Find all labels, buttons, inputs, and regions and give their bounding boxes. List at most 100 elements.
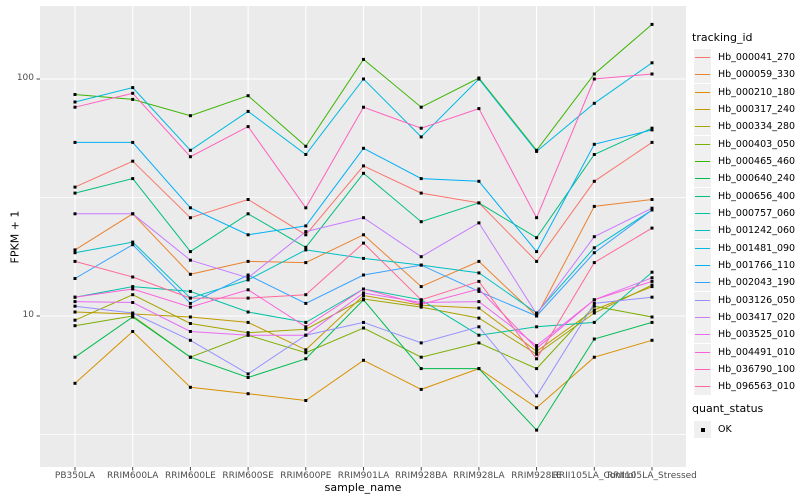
- legend-label: Hb_000334_280: [718, 121, 796, 133]
- legend-item-Hb_003417_020: Hb_003417_020: [694, 309, 796, 327]
- legend-key-swatch: [694, 48, 711, 66]
- data-point: [592, 251, 596, 255]
- legend-line-icon: [695, 369, 710, 371]
- data-point: [73, 248, 77, 252]
- data-point: [650, 279, 654, 283]
- legend-line-icon: [695, 91, 710, 93]
- data-point: [246, 125, 250, 129]
- legend-line-icon: [695, 265, 710, 266]
- data-point: [246, 94, 250, 98]
- legend-title-tracking-id: tracking_id: [692, 31, 753, 44]
- data-point: [650, 338, 654, 342]
- data-point: [535, 406, 539, 410]
- legend-key-swatch: [694, 187, 711, 205]
- legend-key-swatch: [694, 83, 711, 101]
- legend-label: Hb_003417_020: [718, 312, 796, 324]
- legend-label: Hb_000059_330: [718, 69, 796, 81]
- legend-item-Hb_036790_100: Hb_036790_100: [694, 361, 796, 379]
- x-tick-label: RRII105LA_Control: [552, 471, 636, 481]
- data-point: [73, 295, 77, 299]
- legend-label: Hb_002043_190: [718, 277, 796, 289]
- legend-key-swatch: [694, 239, 711, 257]
- data-point: [188, 155, 192, 159]
- data-point: [592, 311, 596, 315]
- x-tick-label: RRIM600SE: [222, 471, 274, 481]
- data-point: [650, 128, 654, 132]
- data-point: [650, 140, 654, 144]
- data-point: [246, 273, 250, 277]
- data-point: [477, 201, 481, 205]
- data-point: [246, 259, 250, 263]
- x-tick-label: RRII105LA_Stressed: [607, 471, 697, 481]
- data-point: [362, 256, 365, 260]
- data-point: [419, 220, 423, 224]
- data-point: [477, 316, 481, 320]
- data-point: [304, 224, 308, 228]
- data-point: [419, 341, 423, 345]
- legend-line-icon: [695, 108, 710, 110]
- data-point: [246, 109, 250, 113]
- data-point: [650, 208, 654, 212]
- legend-item-Hb_004491_010: Hb_004491_010: [694, 343, 795, 361]
- data-point: [592, 142, 596, 146]
- data-point: [477, 300, 481, 304]
- data-point: [419, 305, 423, 309]
- data-point: [592, 77, 596, 81]
- data-point: [650, 320, 654, 324]
- data-point: [73, 324, 77, 328]
- data-point: [477, 271, 481, 275]
- data-point: [362, 233, 365, 237]
- legend-key-swatch: [694, 152, 711, 170]
- data-point: [246, 276, 250, 280]
- legend-item-Hb_001766_110: Hb_001766_110: [694, 257, 795, 274]
- data-point: [73, 140, 77, 144]
- data-point: [188, 305, 192, 309]
- data-point: [535, 357, 539, 361]
- legend-label: Hb_000210_180: [718, 86, 796, 98]
- x-tick-label: RRIM901LA: [337, 471, 390, 481]
- legend-label: Hb_001242_060: [718, 225, 796, 237]
- data-point: [304, 325, 308, 329]
- data-point: [73, 310, 77, 314]
- legend-key-swatch: [694, 257, 711, 274]
- data-point: [188, 258, 192, 262]
- data-point: [477, 287, 481, 291]
- data-point: [131, 315, 135, 319]
- data-point: [419, 135, 423, 139]
- data-point: [362, 320, 365, 324]
- data-point: [131, 301, 135, 304]
- legend-line-icon: [695, 317, 710, 319]
- legend-key-swatch: [694, 118, 711, 136]
- data-point: [188, 355, 192, 359]
- data-point: [535, 344, 539, 348]
- data-point: [419, 355, 423, 359]
- data-point: [592, 304, 596, 308]
- data-point: [477, 325, 481, 329]
- legend-item-Hb_000317_240: Hb_000317_240: [694, 100, 795, 118]
- legend-line-icon: [695, 299, 710, 301]
- data-point: [304, 320, 308, 324]
- legend-item-Hb_000334_280: Hb_000334_280: [694, 118, 796, 136]
- data-point: [419, 255, 423, 259]
- data-point: [592, 320, 596, 324]
- legend-line-icon: [695, 126, 710, 128]
- data-point: [188, 296, 192, 300]
- data-point: [188, 206, 192, 210]
- legend-label: Hb_036790_100: [718, 364, 796, 376]
- legend-key-swatch: [694, 135, 711, 153]
- data-point: [73, 93, 77, 96]
- legend-key-swatch: [694, 378, 711, 396]
- legend-item-Hb_000041_270: Hb_000041_270: [694, 48, 795, 66]
- data-point: [535, 149, 539, 153]
- data-point: [304, 301, 308, 305]
- data-point: [650, 72, 654, 76]
- data-point: [246, 320, 250, 324]
- data-point: [131, 159, 135, 163]
- data-point: [304, 399, 308, 402]
- data-point: [188, 330, 192, 333]
- data-point: [304, 248, 308, 252]
- legend-label: Hb_001481_090: [718, 242, 796, 254]
- data-point: [419, 302, 423, 306]
- legend-line-icon: [695, 247, 710, 249]
